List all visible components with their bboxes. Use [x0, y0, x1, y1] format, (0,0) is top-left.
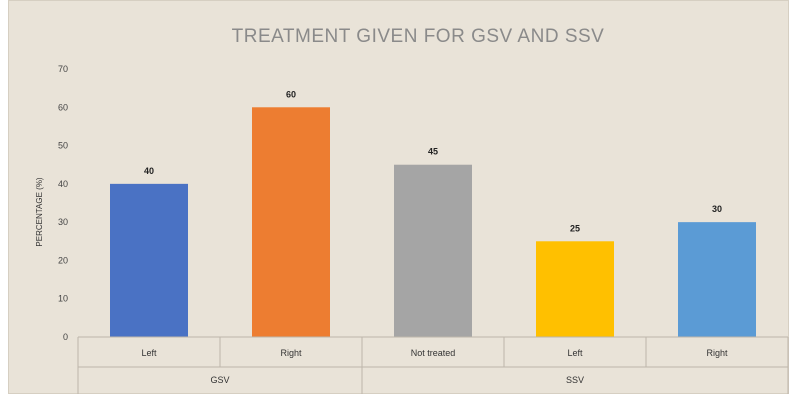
data-label: 30 — [712, 204, 722, 214]
y-axis-label: PERCENTAGE (%) — [35, 177, 44, 247]
data-label: 40 — [144, 166, 154, 176]
x-axis: Left Right Not treated Left Right GSV SSV — [77, 336, 789, 394]
x-category-label: Left — [567, 348, 583, 358]
y-tick-label: 0 — [63, 332, 68, 342]
x-group-label: GSV — [210, 375, 229, 385]
y-tick-label: 30 — [58, 217, 68, 227]
data-label: 25 — [570, 223, 580, 233]
y-tick-label: 50 — [58, 141, 68, 151]
y-tick-label: 40 — [58, 179, 68, 189]
x-category-label: Not treated — [411, 348, 456, 358]
data-labels: 40 60 45 25 30 — [144, 89, 722, 233]
y-tick-label: 10 — [58, 294, 68, 304]
y-tick-label: 70 — [58, 64, 68, 74]
chart-title: TREATMENT GIVEN FOR GSV AND SSV — [232, 26, 605, 47]
x-category-label: Right — [706, 348, 728, 358]
bar-3 — [394, 164, 472, 337]
y-axis: 0 10 20 30 40 50 60 70 — [58, 64, 68, 342]
bars — [110, 107, 756, 338]
bar-5 — [678, 222, 756, 337]
bar-4 — [536, 241, 614, 337]
x-group-label: SSV — [566, 375, 584, 385]
x-category-label: Right — [280, 348, 302, 358]
bar-1 — [110, 183, 188, 337]
x-category-label: Left — [141, 348, 157, 358]
bar-2 — [252, 107, 330, 338]
bar-chart: TREATMENT GIVEN FOR GSV AND SSV PERCENTA… — [35, 26, 789, 394]
chart-frame: TREATMENT GIVEN FOR GSV AND SSV PERCENTA… — [8, 0, 789, 394]
y-tick-label: 20 — [58, 255, 68, 265]
data-label: 45 — [428, 147, 438, 157]
y-tick-label: 60 — [58, 102, 68, 112]
data-label: 60 — [286, 89, 296, 99]
